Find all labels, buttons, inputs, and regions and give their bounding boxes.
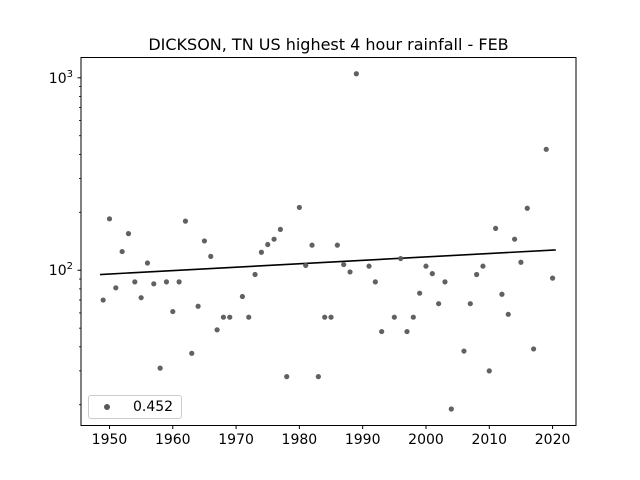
data-point [182,218,189,224]
x-tick-label: 1950 [92,432,128,448]
data-point [461,348,467,354]
data-point [189,350,195,356]
data-point [493,225,499,231]
data-point [518,259,524,265]
data-point [106,216,113,222]
trend-line [99,249,556,276]
data-point [442,279,448,285]
data-point [530,346,537,352]
data-point [195,303,201,309]
data-point [417,290,423,296]
legend-marker-icon [104,404,110,410]
data-point [423,263,429,269]
y-tick-label: 103 [49,69,73,87]
data-point [258,249,265,255]
legend: 0.452 [88,395,182,419]
data-point [125,231,132,237]
data-point [309,242,315,248]
data-point [214,327,220,333]
x-tick-label: 1970 [218,432,254,448]
data-point [170,308,176,315]
data-point [315,374,321,380]
data-point [372,279,378,285]
data-point [366,263,372,269]
data-point [252,271,258,278]
data-point [334,242,340,248]
x-tick-label: 1980 [282,432,318,448]
data-point [436,301,442,307]
data-point [486,368,492,374]
y-tick-label: 102 [49,261,73,279]
legend-label: 0.452 [133,399,174,415]
x-tick-label: 2010 [471,432,507,448]
data-point [271,236,277,242]
data-point [398,255,404,262]
data-point [144,260,151,266]
data-point [157,365,163,371]
data-point [220,314,227,320]
data-point [429,271,435,277]
data-point [549,275,556,281]
data-point [410,314,416,320]
data-point [176,279,182,285]
x-tick-label: 2000 [408,432,444,448]
data-point [353,71,359,77]
chart-title: DICKSON, TN US highest 4 hour rainfall -… [148,35,509,54]
data-point [505,311,511,317]
data-point [265,241,271,248]
x-tick-label: 1960 [155,432,191,448]
data-point [328,314,334,320]
data-point [201,238,208,244]
data-point [404,328,410,335]
data-point [341,261,347,268]
data-point [163,279,170,285]
data-point [474,271,480,278]
data-point [239,293,246,300]
data-point [524,205,530,211]
data-point [119,248,125,255]
data-point [277,226,283,233]
data-point [303,262,309,268]
data-point [322,314,328,320]
data-point [379,328,385,335]
data-point [448,406,454,412]
x-tick-label: 2020 [535,432,571,448]
data-point [467,301,473,307]
data-point [391,314,397,320]
data-point [246,314,252,320]
data-point [511,236,518,242]
data-point [347,269,353,275]
data-point [296,204,302,211]
data-point [151,281,157,287]
data-point [227,314,233,320]
data-point [138,295,144,301]
data-point [100,297,106,303]
x-tick-label: 1990 [345,432,381,448]
data-point [284,374,290,380]
data-point [543,146,549,152]
data-point [208,253,214,260]
data-point [113,285,119,291]
data-point [499,291,505,297]
axes-frame [80,57,577,426]
data-point [132,279,138,285]
data-point [480,263,486,269]
